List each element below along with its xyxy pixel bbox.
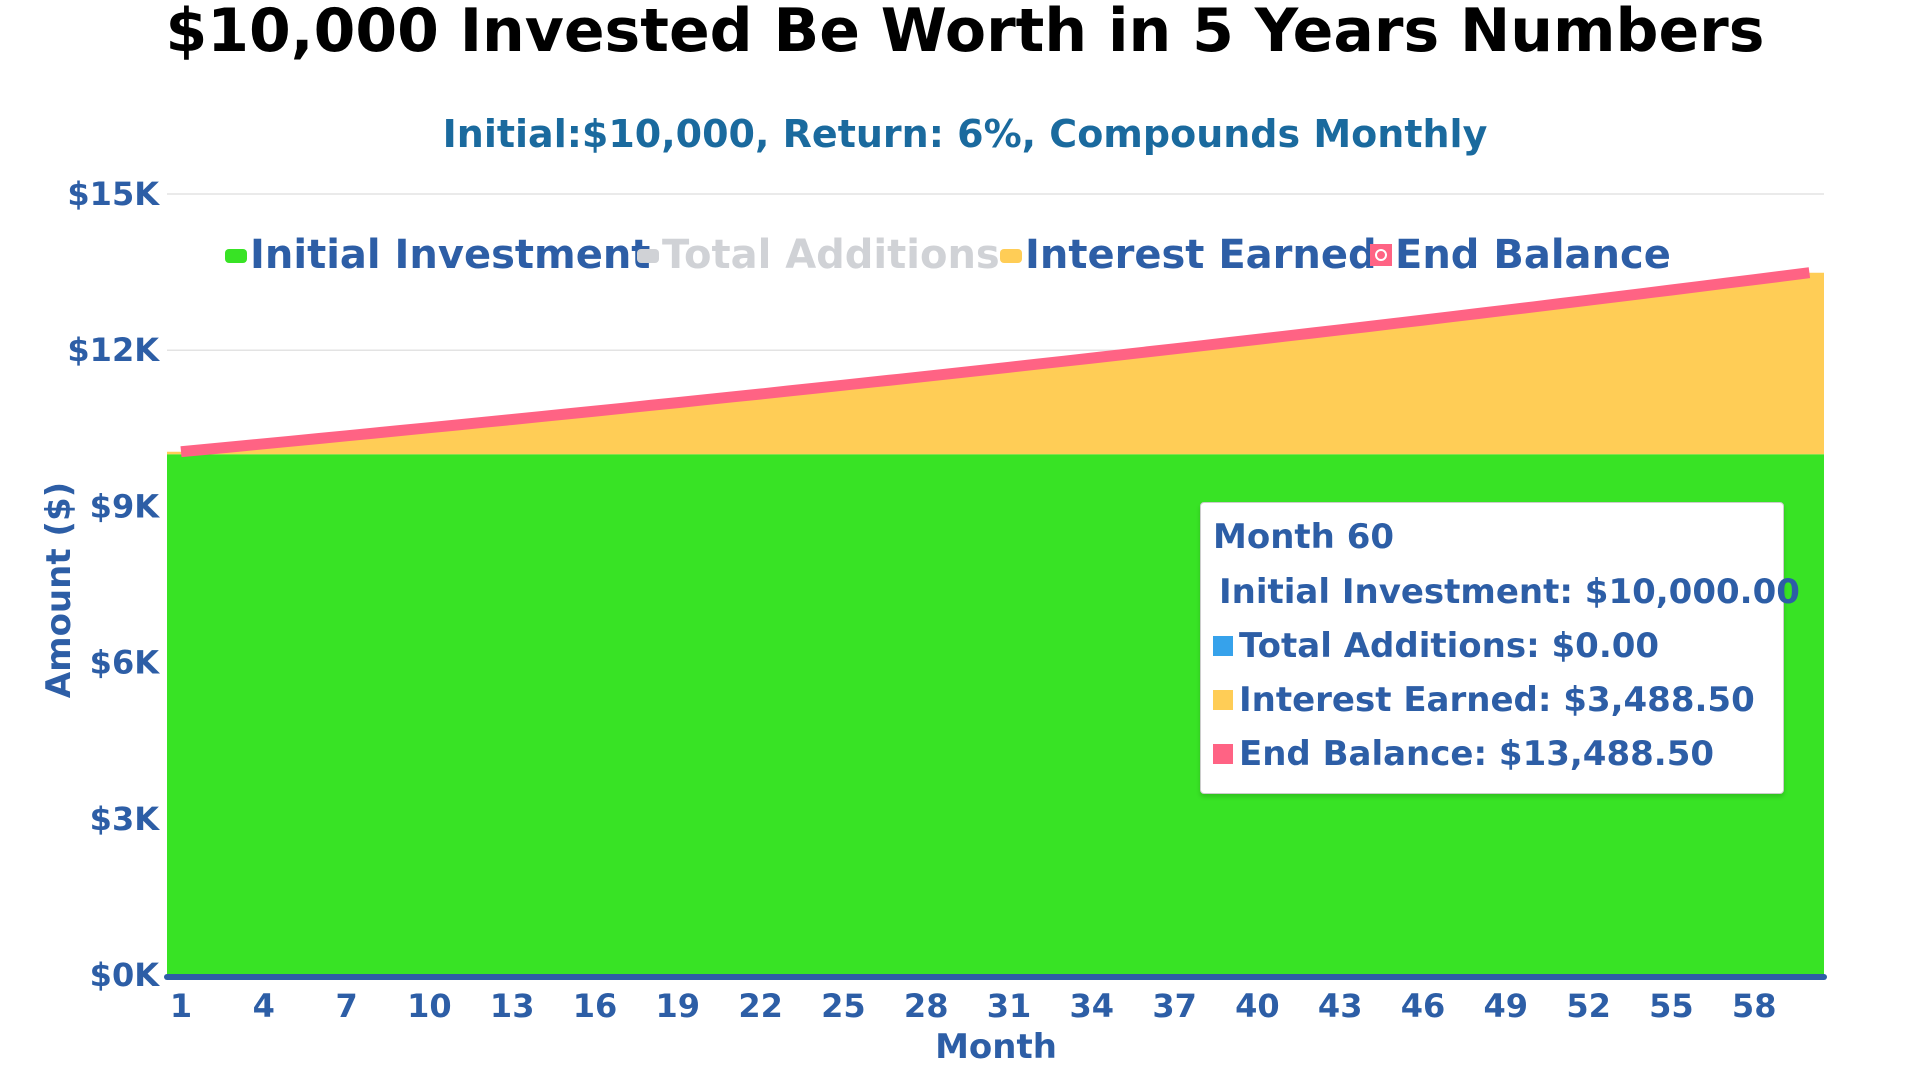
swatch-balance-icon [1213,744,1233,764]
legend-label[interactable]: End Balance [1395,232,1671,278]
area-interest-earned [167,272,1824,455]
swatch-additions-icon [1213,636,1233,656]
y-tick-label: $6K [90,644,161,682]
legend-label[interactable]: Total Additions [662,232,1000,278]
tooltip-row-balance: End Balance: $13,488.50 [1213,727,1771,781]
x-tick-label: 43 [1318,987,1363,1025]
x-tick-label: 40 [1235,987,1280,1025]
legend-swatch-icon [637,249,659,263]
legend: Initial Investment Total Additions Interes… [225,232,1671,278]
y-tick-label: $9K [90,487,161,525]
x-tick-label: 22 [738,987,783,1025]
tooltip: Month 60 Initial Investment: $10,000.00 … [1200,502,1800,794]
legend-label[interactable]: Interest Earned [1025,232,1377,278]
chart-title: $10,000 Invested Be Worth in 5 Years Num… [165,0,1765,66]
x-tick-label: 37 [1152,987,1197,1025]
legend-swatch-icon [1000,249,1022,263]
x-tick-label: 4 [253,987,275,1025]
x-tick-label: 55 [1649,987,1694,1025]
x-tick-label: 31 [987,987,1032,1025]
tooltip-row-initial: Initial Investment: $10,000.00 [1213,565,1800,619]
x-tick-label: 52 [1566,987,1611,1025]
legend-item-total-additions[interactable]: Total Additions [637,232,1000,278]
axes: $0K $3K $6K $9K $12K $15K 1 4 7 10 13 16 19 22 25 28 31 3… [67,175,1827,1025]
x-tick-label: 34 [1070,987,1115,1025]
swatch-interest-icon [1213,690,1233,710]
x-axis-label: Month [935,1027,1057,1067]
y-tick-label: $15K [67,175,160,213]
x-tick-label: 1 [170,987,192,1025]
y-tick-label: $12K [67,331,160,369]
line-layer [180,267,1811,458]
tooltip-label: Interest Earned: $3,488.50 [1239,680,1755,720]
tooltip-row-interest: Interest Earned: $3,488.50 [1213,673,1771,727]
legend-label[interactable]: Initial Investment [250,232,650,278]
line-end-balance [180,267,1811,458]
x-tick-label: 58 [1732,987,1777,1025]
y-tick-label: $3K [90,800,161,838]
legend-item-initial-investment[interactable]: Initial Investment [225,232,650,278]
x-tick-label: 25 [821,987,866,1025]
tooltip-title: Month 60 [1213,517,1395,557]
x-tick-label: 28 [904,987,949,1025]
tooltip-label: Initial Investment: $10,000.00 [1219,572,1800,612]
x-tick-label: 16 [573,987,618,1025]
x-tick-label: 13 [490,987,535,1025]
chart-subtitle: Initial:$10,000, Return: 6%, Compounds M… [442,112,1488,156]
x-tick-label: 7 [335,987,357,1025]
x-tick-label: 10 [407,987,452,1025]
legend-swatch-icon [1370,244,1392,266]
tooltip-label: End Balance: $13,488.50 [1239,734,1715,774]
tooltip-label: Total Additions: $0.00 [1239,626,1660,666]
legend-point-icon [1375,249,1387,261]
x-tick-label: 46 [1401,987,1446,1025]
y-tick-label: $0K [90,956,161,994]
legend-item-interest-earned[interactable]: Interest Earned [1000,232,1377,278]
legend-item-end-balance[interactable]: End Balance [1370,232,1671,278]
x-tick-label: 49 [1484,987,1529,1025]
y-axis-label: Amount ($) [39,482,79,698]
legend-swatch-icon [225,249,247,263]
tooltip-row-additions: Total Additions: $0.00 [1213,619,1771,673]
x-tick-label: 19 [656,987,701,1025]
